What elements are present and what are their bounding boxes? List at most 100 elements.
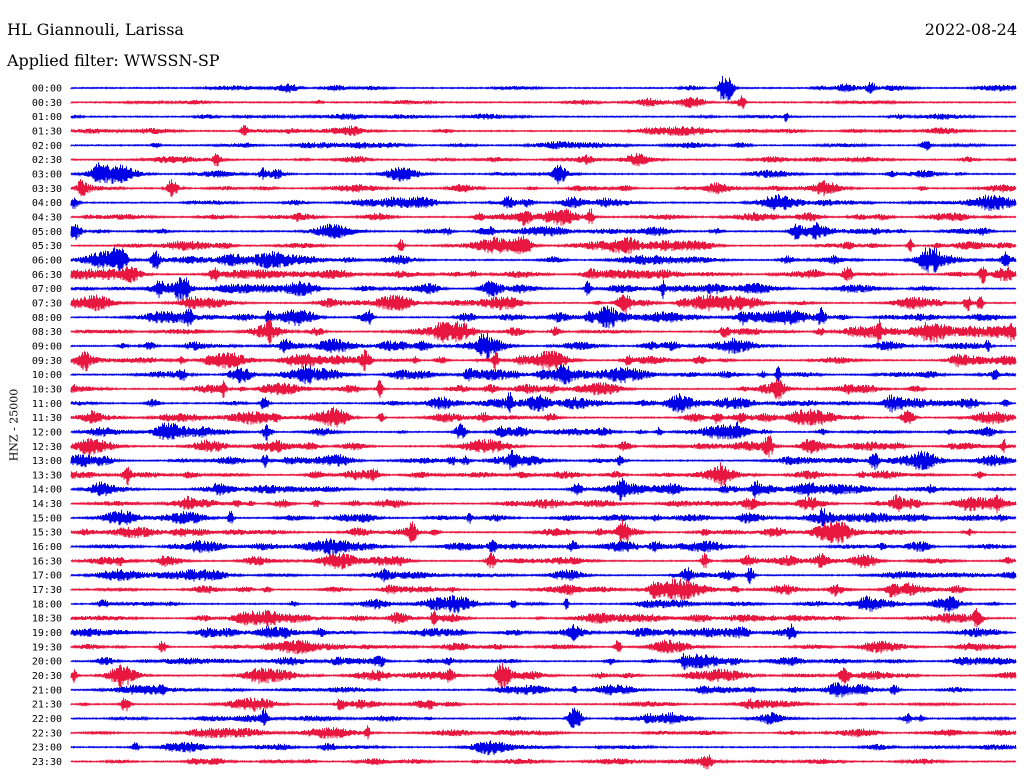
time-tick-label: 18:00 bbox=[32, 599, 62, 610]
seismic-trace bbox=[70, 652, 1017, 670]
seismic-trace bbox=[70, 608, 1017, 628]
time-tick-label: 13:30 bbox=[32, 470, 62, 481]
seismic-trace bbox=[70, 266, 1017, 284]
seismic-trace bbox=[70, 379, 1017, 400]
seismic-trace bbox=[70, 538, 1017, 555]
seismic-trace bbox=[70, 639, 1017, 655]
seismic-trace bbox=[70, 740, 1017, 756]
seismic-trace bbox=[70, 294, 1017, 315]
time-tick-label: 09:00 bbox=[32, 341, 62, 352]
seismic-trace bbox=[70, 364, 1017, 385]
seismic-trace bbox=[70, 421, 1017, 442]
time-tick-label: 14:30 bbox=[32, 499, 62, 510]
seismic-trace bbox=[70, 449, 1017, 471]
time-tick-label: 04:00 bbox=[32, 198, 62, 209]
seismic-trace bbox=[70, 754, 1017, 770]
seismic-trace bbox=[70, 494, 1017, 514]
time-tick-label: 21:30 bbox=[32, 700, 62, 711]
time-tick-label: 00:30 bbox=[32, 98, 62, 109]
time-tick-label: 23:30 bbox=[32, 757, 62, 768]
time-tick-label: 15:30 bbox=[32, 528, 62, 539]
time-tick-label: 14:00 bbox=[32, 485, 62, 496]
filter-label: Applied filter: WWSSN-SP bbox=[7, 51, 220, 70]
time-tick-label: 16:00 bbox=[32, 542, 62, 553]
seismic-trace bbox=[70, 567, 1017, 585]
seismic-trace bbox=[70, 507, 1017, 529]
time-tick-label: 06:00 bbox=[32, 255, 62, 266]
seismic-trace bbox=[70, 682, 1017, 698]
time-tick-label: 17:30 bbox=[32, 585, 62, 596]
seismic-trace bbox=[70, 725, 1017, 740]
seismic-trace bbox=[70, 406, 1017, 428]
seismic-trace bbox=[70, 193, 1017, 211]
time-tick-label: 03:00 bbox=[32, 169, 62, 180]
time-tick-label: 07:30 bbox=[32, 298, 62, 309]
station-title: HL Giannouli, Larissa bbox=[7, 20, 184, 39]
time-tick-label: 05:30 bbox=[32, 241, 62, 252]
time-tick-label: 08:00 bbox=[32, 313, 62, 324]
seismic-trace bbox=[70, 519, 1017, 544]
seismic-trace bbox=[70, 662, 1017, 688]
time-tick-label: 12:30 bbox=[32, 442, 62, 453]
seismic-trace bbox=[70, 112, 1017, 123]
time-tick-label: 03:30 bbox=[32, 184, 62, 195]
time-tick-label: 15:00 bbox=[32, 513, 62, 524]
time-tick-label: 19:00 bbox=[32, 628, 62, 639]
seismic-trace bbox=[70, 435, 1017, 458]
time-tick-label: 09:30 bbox=[32, 356, 62, 367]
time-tick-label: 22:00 bbox=[32, 714, 62, 725]
time-tick-label: 01:30 bbox=[32, 126, 62, 137]
time-tick-label: 04:30 bbox=[32, 212, 62, 223]
trace-group bbox=[70, 75, 1017, 770]
seismic-trace bbox=[70, 247, 1017, 273]
time-tick-label: 10:30 bbox=[32, 384, 62, 395]
time-tick-label: 13:00 bbox=[32, 456, 62, 467]
seismic-trace bbox=[70, 305, 1017, 329]
seismic-trace bbox=[70, 75, 1017, 102]
time-tick-label: 02:30 bbox=[32, 155, 62, 166]
time-tick-label: 05:00 bbox=[32, 227, 62, 238]
time-tick-label: 07:00 bbox=[32, 284, 62, 295]
seismic-trace bbox=[70, 707, 1017, 729]
time-tick-label: 18:30 bbox=[32, 614, 62, 625]
time-tick-label: 23:00 bbox=[32, 743, 62, 754]
time-tick-label: 00:00 bbox=[32, 84, 62, 95]
time-tick-label: 11:00 bbox=[32, 399, 62, 410]
seismic-trace bbox=[70, 477, 1017, 501]
seismic-trace bbox=[70, 162, 1017, 185]
seismic-trace bbox=[70, 222, 1017, 241]
time-tick-label: 20:00 bbox=[32, 657, 62, 668]
date-label: 2022-08-24 bbox=[924, 20, 1017, 39]
time-tick-label: 19:30 bbox=[32, 642, 62, 653]
seismic-trace bbox=[70, 349, 1017, 372]
time-tick-label: 21:00 bbox=[32, 685, 62, 696]
seismic-trace bbox=[70, 208, 1017, 226]
seismic-trace bbox=[70, 594, 1017, 614]
seismic-trace bbox=[70, 95, 1017, 110]
seismic-trace bbox=[70, 125, 1017, 137]
seismic-trace bbox=[70, 152, 1017, 167]
seismic-trace bbox=[70, 179, 1017, 197]
time-tick-label: 02:00 bbox=[32, 141, 62, 152]
seismic-trace bbox=[70, 578, 1017, 601]
seismic-trace bbox=[70, 551, 1017, 570]
seismic-trace bbox=[70, 392, 1017, 414]
time-tick-label: 12:00 bbox=[32, 427, 62, 438]
seismic-trace bbox=[70, 623, 1017, 642]
seismic-trace bbox=[70, 697, 1017, 712]
time-tick-label: 10:00 bbox=[32, 370, 62, 381]
seismic-trace bbox=[70, 235, 1017, 255]
time-tick-label: 22:30 bbox=[32, 728, 62, 739]
time-tick-label: 11:30 bbox=[32, 413, 62, 424]
seismic-trace bbox=[70, 318, 1017, 345]
time-tick-label: 17:00 bbox=[32, 571, 62, 582]
seismic-trace bbox=[70, 277, 1017, 302]
seismic-trace bbox=[70, 141, 1017, 151]
time-tick-label: 06:30 bbox=[32, 270, 62, 281]
seismic-trace bbox=[70, 332, 1017, 359]
time-tick-label: 20:30 bbox=[32, 671, 62, 682]
tick-label-group: 00:00 00:30 01:00 01:30 02:00 02:30 03:00 03:30… bbox=[32, 84, 62, 769]
time-tick-label: 08:30 bbox=[32, 327, 62, 338]
time-tick-label: 01:00 bbox=[32, 112, 62, 123]
